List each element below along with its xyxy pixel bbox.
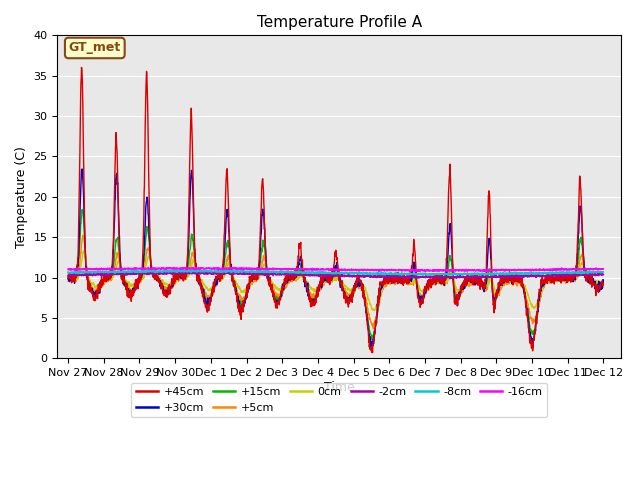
X-axis label: Time: Time — [324, 381, 355, 394]
Legend: +45cm, +30cm, +15cm, +5cm, 0cm, -2cm, -8cm, -16cm: +45cm, +30cm, +15cm, +5cm, 0cm, -2cm, -8… — [131, 383, 547, 417]
Y-axis label: Temperature (C): Temperature (C) — [15, 146, 28, 248]
Text: GT_met: GT_met — [68, 41, 121, 54]
Title: Temperature Profile A: Temperature Profile A — [257, 15, 422, 30]
